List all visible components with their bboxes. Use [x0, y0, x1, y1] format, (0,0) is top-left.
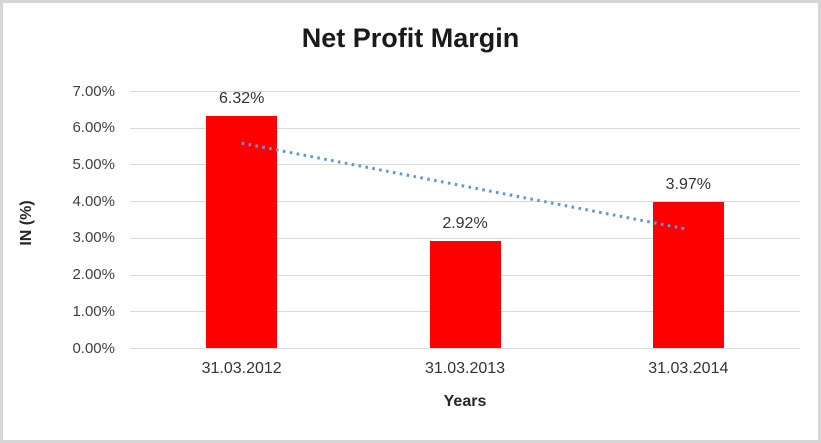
bar-data-label: 2.92% [442, 214, 488, 232]
category-label: 31.03.2014 [648, 360, 729, 377]
y-tick-label: 4.00% [72, 192, 115, 210]
bar-31.03.2014 [652, 202, 724, 348]
gridline [130, 127, 800, 129]
y-tick-label: 0.00% [72, 339, 115, 357]
y-tick-label: 1.00% [72, 302, 115, 320]
x-axis-title: Years [443, 393, 487, 410]
bar-data-label: 3.97% [665, 176, 712, 194]
bar-31.03.2013 [429, 240, 501, 348]
gridline [130, 348, 800, 349]
y-tick-label: 3.00% [72, 229, 115, 247]
y-tick-label: 7.00% [72, 82, 115, 100]
category-label: 31.03.2013 [424, 360, 506, 377]
y-axis-title: IN (%) [18, 200, 35, 246]
chart-title: Net Profit Margin [301, 23, 520, 53]
y-tick-label: 2.00% [72, 266, 115, 284]
category-label: 31.03.2012 [201, 360, 282, 377]
bar-data-label: 6.32% [218, 89, 265, 107]
gridline [130, 237, 800, 239]
bar-31.03.2012 [206, 115, 278, 348]
y-tick-label: 5.00% [72, 155, 115, 173]
y-tick-label: 6.00% [72, 119, 115, 137]
gridline [130, 91, 800, 92]
